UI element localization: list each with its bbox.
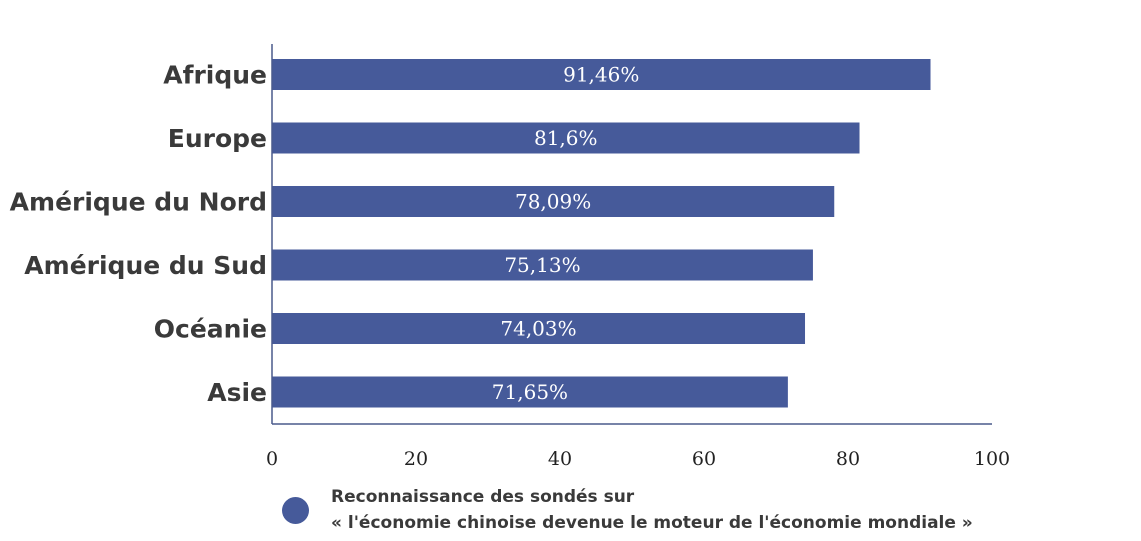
bar-value-label: 74,03% (500, 317, 576, 341)
category-label: Europe (168, 124, 267, 153)
category-labels-group: Afrique Europe Amérique du Nord Amérique du… (10, 61, 267, 408)
bar-value-label: 78,09% (515, 190, 591, 214)
bar-value-label: 81,6% (534, 126, 598, 150)
axes-group (271, 44, 992, 425)
tick-labels-group: 0 20 40 60 80 100 (266, 448, 1010, 470)
x-tick-label: 100 (974, 448, 1010, 470)
x-tick-label: 0 (266, 448, 278, 470)
category-label: Asie (207, 378, 267, 407)
x-tick-label: 20 (404, 448, 428, 470)
legend-line-2: « l'économie chinoise devenue le moteur … (331, 513, 973, 533)
legend-line-1: Reconnaissance des sondés sur (331, 487, 635, 507)
legend-text: Reconnaissance des sondés sur « l'économ… (331, 484, 973, 536)
bar-value-label: 91,46% (563, 63, 639, 87)
bars-group: 91,46% 81,6% 78,09% 75,13% 74,03% 71,65% (272, 59, 931, 408)
bar-afrique (272, 59, 931, 90)
bar-am-rique-du-sud (272, 249, 813, 281)
category-label: Amérique du Sud (24, 251, 267, 280)
category-label: Afrique (163, 61, 267, 90)
bar-value-label: 71,65% (492, 380, 568, 404)
bar-oc-anie (272, 313, 806, 344)
legend: Reconnaissance des sondés sur « l'économ… (282, 484, 973, 536)
category-label: Océanie (154, 315, 267, 344)
legend-marker-icon (282, 496, 309, 524)
bar-am-rique-du-nord (272, 186, 835, 217)
bar-asie (272, 376, 788, 408)
x-tick-label: 80 (836, 448, 860, 470)
bar-value-label: 75,13% (504, 253, 580, 277)
category-label: Amérique du Nord (10, 188, 267, 217)
bar-europe (272, 122, 860, 154)
x-tick-label: 40 (548, 448, 572, 470)
x-tick-label: 60 (692, 448, 716, 470)
